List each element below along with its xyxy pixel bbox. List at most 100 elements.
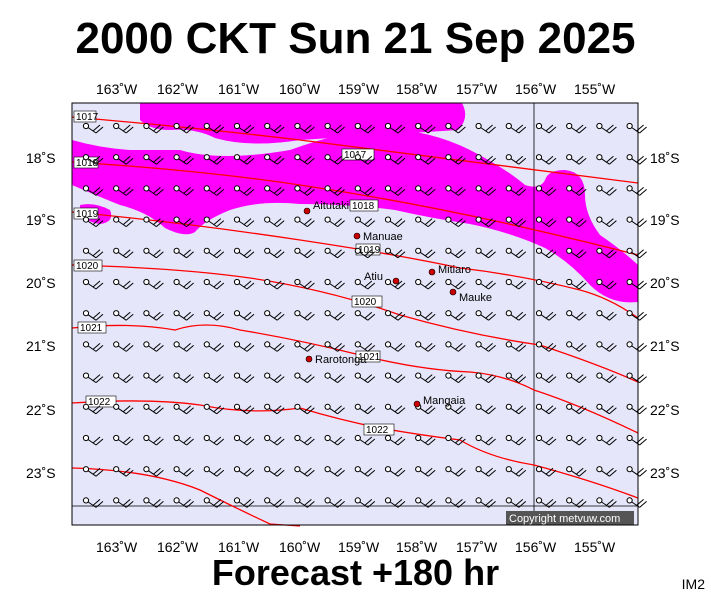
place-dot-aitutaki [303, 207, 311, 215]
place-dot-mauke [449, 288, 457, 296]
lat-left-23: 23˚S [26, 465, 56, 481]
wind-barb [384, 497, 406, 508]
lat-right-18: 18˚S [650, 150, 680, 166]
wind-barb [535, 497, 557, 508]
wind-barb [475, 154, 496, 165]
isobars [71, 116, 639, 527]
wind-barb [233, 185, 255, 196]
wind-barb [445, 341, 466, 352]
copyright-box [506, 511, 634, 525]
wind-barb [294, 247, 315, 259]
wind-barb [415, 122, 436, 134]
wind-barb [475, 497, 496, 508]
lon-bottom-156: 156˚W [515, 539, 557, 555]
wind-barb [566, 434, 587, 446]
wind-barb [113, 278, 134, 290]
isobar-label-1019b: 1019 [358, 245, 381, 256]
isobar-1019 [71, 211, 639, 319]
wind-barb [173, 185, 194, 196]
wind-barb [596, 372, 617, 384]
wind-barb [324, 403, 345, 415]
lon-top-160: 160˚W [279, 81, 321, 97]
lat-left-21: 21˚S [26, 338, 56, 354]
lat-right-22: 22˚S [650, 402, 680, 418]
wind-barb [143, 341, 164, 352]
wind-barb [203, 278, 225, 290]
place-label-mangaia: Mangaia [423, 395, 466, 407]
wind-barb [264, 372, 285, 384]
wind-barb [566, 216, 587, 228]
wind-barb [535, 122, 557, 134]
wind-barb [445, 403, 466, 415]
wind-barb [535, 434, 557, 446]
wind-barb [415, 497, 436, 508]
lat-right-21: 21˚S [650, 338, 680, 354]
wind-barb [143, 310, 164, 321]
wind-barb [535, 310, 557, 321]
wind-barb [113, 216, 134, 228]
wind-barb [324, 434, 345, 446]
wind-barb [82, 310, 104, 321]
wind-barb [264, 122, 285, 134]
rain-band-main [72, 128, 638, 303]
wind-barb [596, 403, 617, 415]
wind-barb [626, 247, 647, 259]
wind-barb [415, 310, 436, 321]
place-dot-rarotonga [305, 355, 313, 363]
wind-barb [82, 154, 104, 165]
wind-barb [354, 341, 376, 352]
isobar-1017 [71, 116, 639, 184]
isobar-1018-a [71, 161, 639, 256]
wind-barb [294, 154, 315, 165]
isobar-label-1022a: 1022 [88, 397, 111, 408]
lon-top-162: 162˚W [157, 81, 199, 97]
wind-barb [384, 434, 406, 446]
wind-barb [203, 466, 225, 477]
wind-barb [354, 122, 376, 134]
isobar-label-1017a: 1017 [76, 112, 99, 123]
wind-barb [566, 497, 587, 508]
wind-barb [505, 310, 527, 321]
lon-bottom-157: 157˚W [456, 539, 498, 555]
isobar-label-1021a: 1021 [80, 323, 103, 334]
isobar-label-1019a: 1019 [76, 209, 99, 220]
wind-barb [445, 278, 466, 290]
map-title: 2000 CKT Sun 21 Sep 2025 [75, 14, 636, 63]
wind-barb [294, 434, 315, 446]
wind-barb [475, 216, 496, 228]
wind-barb [415, 185, 436, 196]
wind-barb [475, 466, 496, 477]
wind-barb [264, 247, 285, 259]
wind-barb [475, 247, 496, 259]
wind-barb [475, 278, 496, 290]
isobar-1023 [71, 467, 301, 527]
wind-barb [445, 247, 466, 259]
wind-barb [415, 434, 436, 446]
lon-bottom-155: 155˚W [574, 539, 616, 555]
copyright-text: Copyright metvuw.com [509, 513, 620, 525]
wind-barb [445, 216, 466, 228]
wind-barb [294, 341, 315, 352]
wind-barb [384, 216, 406, 228]
wind-barb [596, 122, 617, 134]
wind-barb [113, 247, 134, 259]
wind-barb [143, 278, 164, 290]
wind-barb [505, 341, 527, 352]
wind-barb [535, 278, 557, 290]
wind-barb [415, 372, 436, 384]
wind-barb [233, 341, 255, 352]
wind-barb [445, 497, 466, 508]
wind-barb [596, 154, 617, 165]
wind-barb [445, 154, 466, 165]
wind-barb [354, 403, 376, 415]
wind-barb [173, 310, 194, 321]
wind-barb [173, 247, 194, 259]
wind-barb [113, 185, 134, 196]
wind-barb [354, 434, 376, 446]
wind-barb [596, 185, 617, 196]
wind-barb [294, 403, 315, 415]
wind-barb [505, 497, 527, 508]
lat-left-19: 19˚S [26, 212, 56, 228]
wind-barb [354, 278, 376, 290]
wind-barb [596, 216, 617, 228]
